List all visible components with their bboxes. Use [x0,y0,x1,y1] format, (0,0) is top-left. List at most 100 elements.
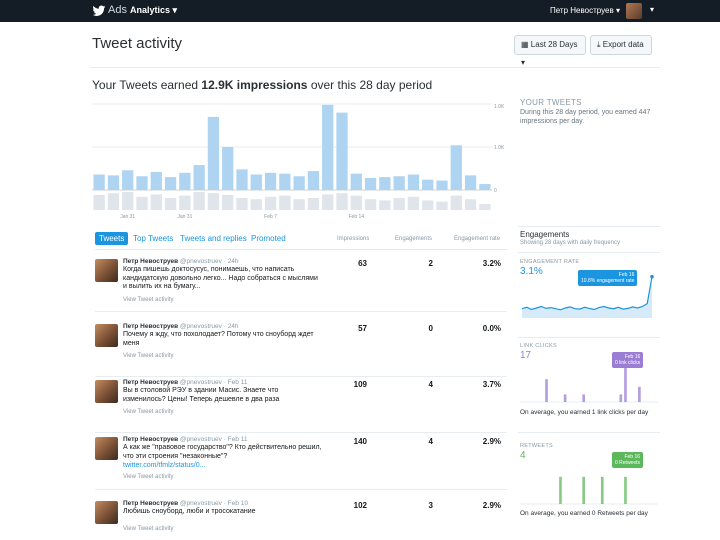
avatar [95,501,118,524]
view-tweet-activity-link[interactable]: View Tweet activity [123,409,174,415]
link-clicks-bar [582,394,585,402]
impressions-bar [250,174,262,190]
divider [518,432,660,433]
user-menu[interactable]: Петр Невоструев ▾ [550,6,620,15]
impressions-bar [450,145,462,190]
secondary-bar [136,196,148,210]
tweet-text: Почему я жду, что похолодает? Потому что… [123,331,314,347]
tweet-author: Петр Невоструев @pnevostruev · Feb 11 [123,436,247,443]
author-name: Петр Невоструев [123,379,179,386]
tweet-meta: @pnevostruev · Feb 10 [179,500,248,507]
impressions-bar [107,175,120,190]
tweet-author: Петр Невоструев @pnevostruev · Feb 11 [123,379,247,386]
twitter-bird-icon[interactable] [92,4,106,18]
tweet-meta: @pnevostruev · 24h [179,323,239,330]
link-clicks-chart [520,364,658,403]
secondary-bar [179,195,191,210]
impressions-bar [122,170,134,190]
link-clicks-tooltip: Feb 16 0 link clicks [612,352,644,368]
link-clicks-label: LINK CLICKS [520,343,557,349]
secondary-bar [122,192,134,210]
export-data-button[interactable]: ⤓ Export data [590,35,652,55]
impressions-bar [464,175,477,190]
x-tick-label: Jan 31 [177,214,192,220]
rate-line [521,276,653,311]
avatar[interactable] [626,3,642,19]
retweets-bar [582,476,585,504]
avatar [95,259,118,282]
engagements-value: 4 [428,437,433,446]
link-clicks-bar [624,364,627,402]
secondary-bar [407,196,420,210]
tweet-author: Петр Невоструев @pnevostruev · 24h [123,323,239,330]
tweet-meta: @pnevostruev · 24h [179,258,239,265]
table-row: Петр Невоструев @pnevostruev · Feb 11 Вы… [95,376,507,433]
engagement-rate-value: 3.1% [520,266,543,277]
tweet-text: Вы в столовой РЭУ в здании Масис. Знаете… [123,387,280,403]
view-tweet-activity-link[interactable]: View Tweet activity [123,526,174,532]
author-name: Петр Невоструев [123,323,179,330]
impressions-bar [436,180,448,190]
tweet-text: А как же "правовое государство"? Кто дей… [123,444,322,460]
retweets-bar [624,476,627,504]
tooltip-text: 10.8% engagement rate [581,278,635,284]
avatar [95,324,118,347]
x-tick-label: Feb 14 [348,214,364,220]
retweets-tooltip: Feb 16 0 Retweets [612,452,644,468]
secondary-bar [436,201,448,210]
date-range-label: Last 28 Days [530,40,578,49]
tooltip-text: 0 Retweets [615,460,641,466]
view-tweet-activity-link[interactable]: View Tweet activity [123,474,174,480]
secondary-bar [336,193,348,210]
tweet-link[interactable]: twitter.com/tfmlz/status/0... [123,462,206,469]
impressions-bar [222,147,234,190]
calendar-icon: ▦ [521,40,529,49]
impressions-value: 109 [353,380,367,389]
ads-brand[interactable]: Ads [108,4,127,16]
secondary-bar [464,199,477,210]
engagements-value: 2 [428,259,433,268]
tweet-author: Петр Невоструев @pnevostruev · Feb 10 [123,500,248,507]
impressions-bar [236,169,248,190]
analytics-menu[interactable]: Analytics ▾ [130,5,177,16]
secondary-bar [322,194,334,210]
engagement-rate-value: 2.9% [482,437,501,446]
impressions-bar [279,173,291,190]
impressions-chart: 1.0K 1.0K 0 Jan 31 Jan 31 Feb 7 Feb 14 [92,103,505,220]
tooltip-date: Feb 16 [624,454,641,460]
secondary-bar [164,198,177,210]
page-header: Tweet activity ▦ Last 28 Days ▾ ⤓ Export… [90,22,660,68]
retweets-note: On average, you earned 0 Retweets per da… [520,510,648,517]
tab-top-tweets[interactable]: Top Tweets [133,234,174,243]
view-tweet-activity-link[interactable]: View Tweet activity [123,353,174,359]
engagements-value: 4 [428,380,433,389]
engagement-rate-label: ENGAGEMENT RATE [520,259,580,265]
view-tweet-activity-link[interactable]: View Tweet activity [123,297,174,303]
tab-promoted[interactable]: Promoted [251,234,286,243]
link-clicks-value: 17 [520,350,532,361]
impressions-summary: Your Tweets earned 12.9K impressions ove… [92,78,432,92]
tab-tweets[interactable]: Tweets [95,232,129,245]
x-tick-label: Feb 7 [264,214,277,220]
tweet-meta: @pnevostruev · Feb 11 [179,436,248,443]
impressions-bar [422,179,434,190]
table-row: Петр Невоструев @pnevostruev · Feb 11 А … [95,433,507,490]
impressions-bar [350,173,362,190]
author-name: Петр Невоструев [123,258,179,265]
tab-tweets-and-replies[interactable]: Tweets and replies [180,234,247,243]
impressions-bar [379,177,391,190]
table-row: Петр Невоструев @pnevostruev · 24h Почем… [95,320,507,377]
export-label: Export data [602,40,644,49]
page-title: Tweet activity [92,35,183,52]
date-range-button[interactable]: ▦ Last 28 Days ▾ [514,35,586,67]
summary-suffix: over this 28 day period [307,78,433,92]
secondary-bar [293,199,305,210]
chevron-down-icon: ▾ [521,58,526,67]
tweet-text: Любишь сноуборд, люби и тросокатание [123,508,256,515]
chevron-down-icon: ▾ [172,5,178,15]
secondary-bar [350,195,362,210]
secondary-bar [279,195,291,210]
engagements-title: Engagements [520,230,570,239]
impressions-bar [193,165,205,190]
chevron-down-icon[interactable]: ▾ [649,5,654,14]
